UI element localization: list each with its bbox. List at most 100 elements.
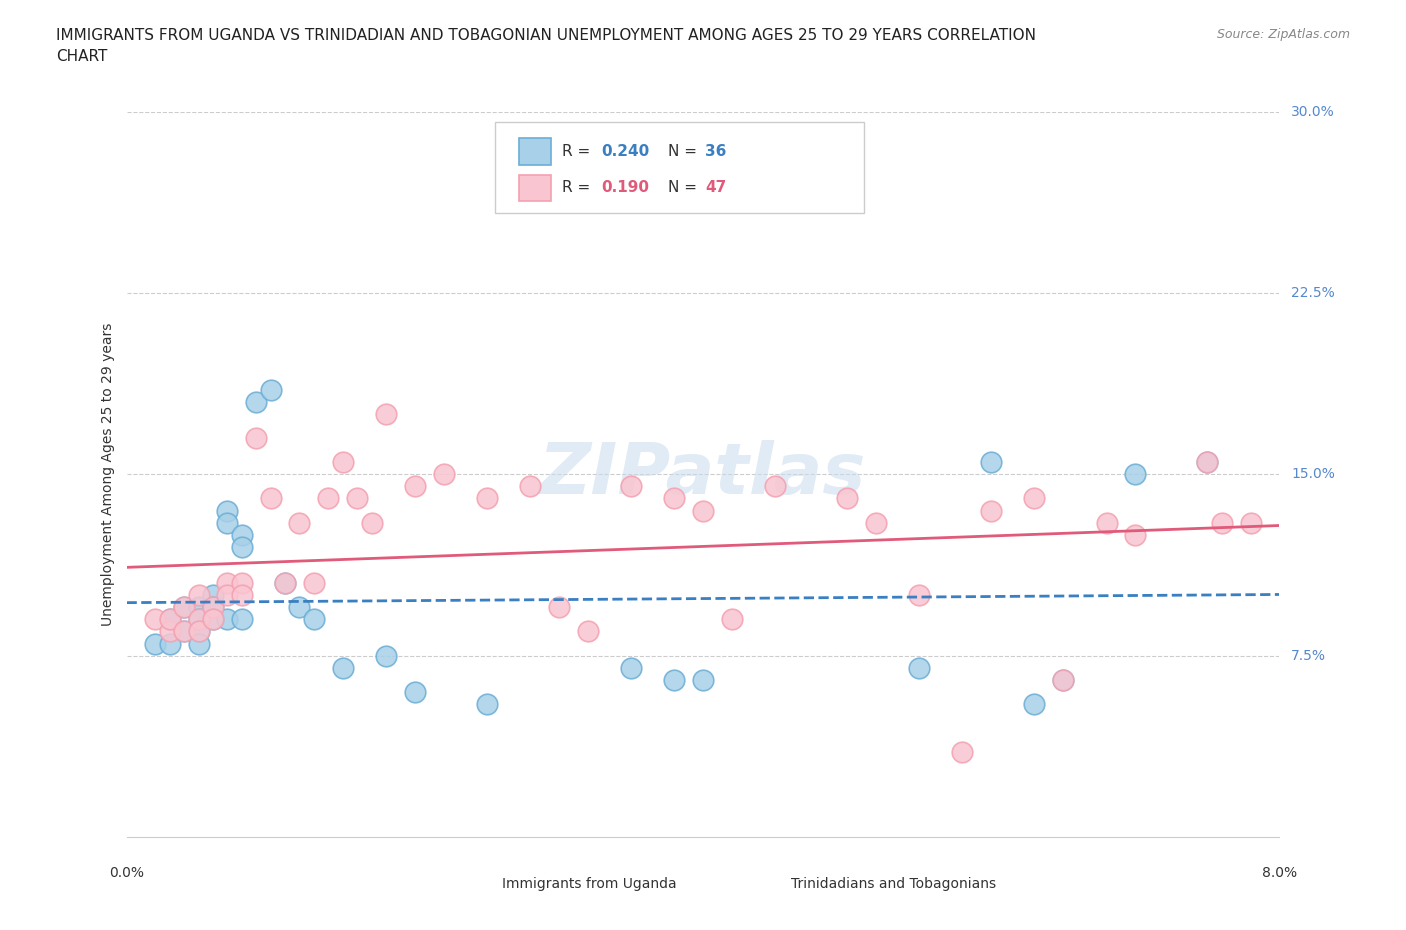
FancyBboxPatch shape (495, 123, 865, 213)
Point (159, 636, 181, 651)
Text: 7.5%: 7.5% (1291, 648, 1326, 663)
Text: R =: R = (562, 180, 596, 195)
Point (145, 636, 166, 651)
Point (187, 636, 209, 651)
Point (274, 576, 297, 591)
Point (302, 576, 325, 591)
Point (159, 612, 181, 627)
Point (145, 612, 166, 627)
Point (360, 515, 382, 530)
Point (187, 588, 209, 603)
Point (433, 467, 456, 482)
Text: 0.0%: 0.0% (110, 866, 143, 880)
Point (519, 479, 541, 494)
Point (288, 600, 311, 615)
Text: Source: ZipAtlas.com: Source: ZipAtlas.com (1216, 28, 1350, 41)
Point (404, 479, 426, 494)
Text: Immigrants from Uganda: Immigrants from Uganda (502, 877, 678, 891)
Text: Trinidadians and Tobagonians: Trinidadians and Tobagonians (790, 877, 995, 891)
Point (231, 612, 253, 627)
Text: 30.0%: 30.0% (1291, 104, 1334, 119)
Text: 22.5%: 22.5% (1291, 286, 1334, 300)
Text: 15.0%: 15.0% (1291, 467, 1334, 482)
Point (332, 455, 354, 470)
Point (1125, 527, 1147, 542)
Point (908, 588, 931, 603)
Point (245, 394, 267, 409)
Point (274, 576, 297, 591)
FancyBboxPatch shape (519, 175, 551, 201)
Point (173, 600, 195, 615)
Point (187, 624, 209, 639)
Point (259, 382, 281, 397)
Point (1239, 515, 1261, 530)
Point (1211, 515, 1233, 530)
Text: R =: R = (562, 144, 596, 159)
Text: IMMIGRANTS FROM UGANDA VS TRINIDADIAN AND TOBAGONIAN UNEMPLOYMENT AMONG AGES 25 : IMMIGRANTS FROM UGANDA VS TRINIDADIAN AN… (56, 28, 1036, 64)
FancyBboxPatch shape (755, 873, 783, 895)
Point (620, 479, 643, 494)
Point (664, 672, 686, 687)
Point (187, 612, 209, 627)
Point (302, 612, 325, 627)
Point (1125, 467, 1147, 482)
Point (374, 648, 396, 663)
Point (374, 406, 396, 421)
Point (576, 624, 599, 639)
Point (245, 431, 267, 445)
Point (475, 697, 498, 711)
Text: N =: N = (668, 144, 702, 159)
Point (1197, 455, 1219, 470)
Point (316, 491, 339, 506)
Point (475, 491, 498, 506)
Text: 36: 36 (706, 144, 727, 159)
Point (202, 612, 225, 627)
Point (231, 527, 253, 542)
Point (1095, 515, 1118, 530)
Point (692, 503, 714, 518)
Point (720, 612, 742, 627)
Point (231, 588, 253, 603)
Text: 8.0%: 8.0% (1263, 866, 1296, 880)
Point (231, 539, 253, 554)
Point (908, 660, 931, 675)
Point (835, 491, 858, 506)
Point (1197, 455, 1219, 470)
Point (202, 600, 225, 615)
Text: 0.240: 0.240 (602, 144, 650, 159)
Point (159, 612, 181, 627)
Text: 0.190: 0.190 (602, 180, 650, 195)
Point (692, 672, 714, 687)
Point (202, 588, 225, 603)
Point (865, 515, 887, 530)
Point (547, 600, 569, 615)
Y-axis label: Unemployment Among Ages 25 to 29 years: Unemployment Among Ages 25 to 29 years (101, 323, 115, 626)
Point (173, 600, 195, 615)
Point (1052, 672, 1074, 687)
Point (620, 660, 643, 675)
Text: 47: 47 (706, 180, 727, 195)
Point (173, 624, 195, 639)
Point (202, 612, 225, 627)
Point (980, 503, 1002, 518)
Point (980, 455, 1002, 470)
Point (173, 624, 195, 639)
Point (346, 491, 368, 506)
Point (217, 588, 239, 603)
Point (763, 479, 786, 494)
Point (1052, 672, 1074, 687)
Text: N =: N = (668, 180, 702, 195)
Point (332, 660, 354, 675)
Point (217, 515, 239, 530)
FancyBboxPatch shape (467, 873, 495, 895)
Point (187, 612, 209, 627)
Point (1024, 491, 1046, 506)
Point (202, 600, 225, 615)
Point (288, 515, 311, 530)
Point (664, 491, 686, 506)
Point (404, 684, 426, 699)
Point (187, 600, 209, 615)
Point (217, 503, 239, 518)
Point (217, 576, 239, 591)
FancyBboxPatch shape (519, 139, 551, 165)
